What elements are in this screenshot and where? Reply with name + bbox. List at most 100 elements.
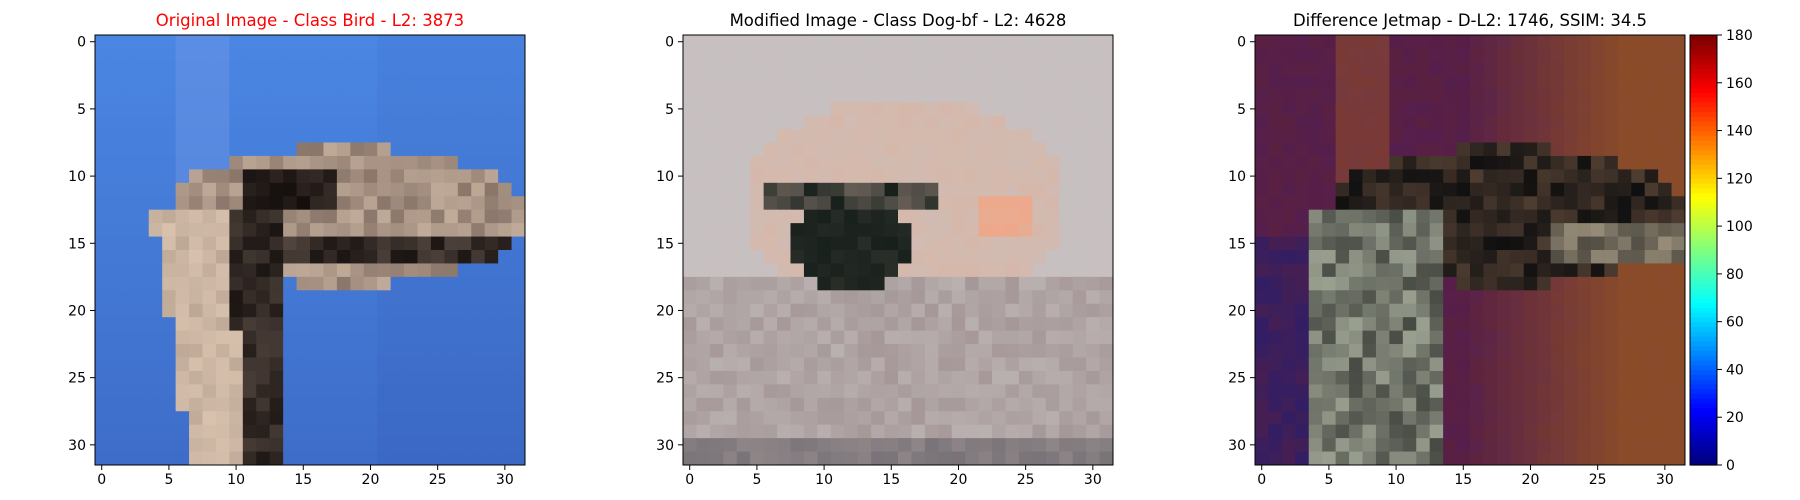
pixel: [511, 61, 526, 76]
pixel: [790, 370, 805, 385]
pixel: [121, 303, 136, 318]
pixel: [1059, 438, 1074, 452]
pixel: [830, 276, 845, 291]
pixel: [750, 142, 765, 157]
pixel: [350, 155, 365, 170]
colorbar-segment: [1690, 78, 1717, 84]
pixel: [430, 330, 445, 345]
pixel: [830, 129, 845, 143]
colorbar-segment: [1690, 359, 1717, 366]
pixel: [763, 250, 778, 264]
pixel: [256, 357, 271, 372]
pixel: [1389, 35, 1404, 49]
colorbar-segment: [1690, 230, 1717, 237]
pixel: [844, 344, 859, 358]
pixel: [1550, 384, 1565, 399]
pixel: [1416, 88, 1431, 103]
pixel: [498, 438, 512, 452]
pixel: [430, 250, 445, 264]
pixel: [1072, 303, 1087, 318]
pixel: [924, 344, 939, 358]
pixel: [1537, 236, 1552, 251]
pixel: [965, 438, 980, 452]
pixel: [269, 411, 284, 426]
pixel: [417, 35, 432, 49]
pixel: [803, 61, 818, 76]
pixel: [377, 182, 392, 197]
pixel: [1389, 196, 1404, 211]
pixel: [1402, 115, 1417, 130]
pixel: [121, 196, 136, 211]
pixel: [511, 88, 526, 103]
pixel: [857, 88, 872, 103]
pixel: [1375, 451, 1390, 466]
pixel: [269, 35, 284, 49]
pixel: [1644, 182, 1659, 197]
pixel: [938, 75, 953, 90]
pixel: [992, 169, 1006, 184]
pixel: [1496, 330, 1511, 345]
pixel: [696, 236, 711, 251]
pixel: [1045, 317, 1060, 332]
pixel: [95, 344, 109, 358]
pixel: [736, 223, 751, 237]
pixel: [817, 61, 832, 76]
pixel: [1005, 438, 1020, 452]
pixel: [1072, 424, 1087, 439]
pixel: [162, 88, 177, 103]
pixel: [1059, 344, 1074, 358]
pixel: [1577, 276, 1592, 291]
colorbar-segment: [1690, 245, 1717, 251]
pixel: [430, 209, 445, 224]
x-tick-label: 30: [496, 472, 514, 488]
pixel: [1072, 35, 1087, 49]
pixel: [1045, 61, 1060, 76]
pixel: [1255, 357, 1269, 372]
pixel: [803, 236, 818, 251]
pixel: [336, 169, 351, 184]
pixel: [471, 330, 486, 345]
pixel: [296, 384, 311, 399]
pixel: [310, 276, 324, 291]
pixel: [924, 61, 939, 76]
pixel: [457, 35, 472, 49]
colorbar-segment: [1690, 297, 1717, 304]
pixel: [830, 115, 845, 130]
pixel: [1281, 370, 1296, 385]
pixel: [404, 223, 418, 237]
pixel: [844, 424, 859, 439]
pixel: [457, 263, 472, 278]
pixel: [444, 169, 459, 184]
pixel: [696, 142, 711, 157]
pixel: [1335, 424, 1350, 439]
pixel: [471, 88, 486, 103]
pixel: [911, 155, 926, 170]
pixel: [283, 209, 297, 224]
pixel: [121, 290, 136, 305]
pixel: [723, 236, 738, 251]
y-tick-label: 30: [68, 438, 86, 454]
pixel: [978, 209, 993, 224]
colorbar-segment: [1690, 82, 1717, 89]
pixel: [1322, 344, 1337, 358]
x-tick-label: 25: [429, 472, 447, 488]
pixel: [951, 384, 966, 399]
pixel: [162, 35, 177, 49]
pixel: [965, 236, 980, 251]
pixel: [310, 155, 324, 170]
pixel: [763, 317, 778, 332]
pixel: [1564, 61, 1578, 76]
pixel: [269, 303, 284, 318]
pixel: [1443, 303, 1457, 318]
pixel: [790, 115, 805, 130]
pixel: [978, 142, 993, 157]
pixel: [951, 303, 966, 318]
pixel: [1617, 142, 1632, 157]
colorbar-segment: [1690, 273, 1717, 280]
pixel: [1362, 196, 1377, 211]
pixel: [1429, 75, 1444, 90]
pixel: [1496, 438, 1511, 452]
pixel: [1658, 35, 1672, 49]
pixel: [898, 88, 912, 103]
pixel: [951, 236, 966, 251]
